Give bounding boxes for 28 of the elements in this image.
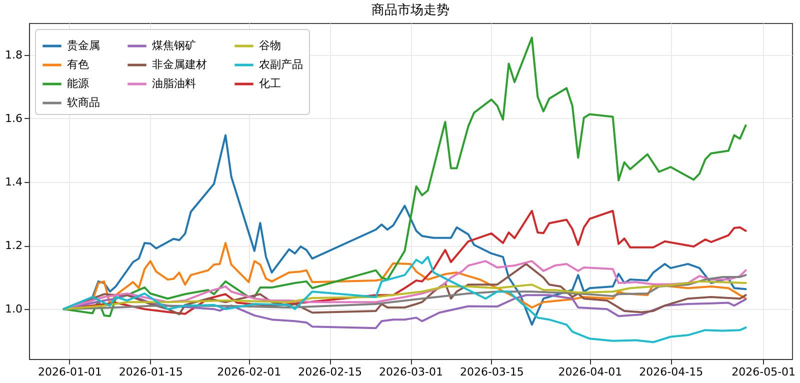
legend-label: 农副产品 (259, 58, 303, 71)
x-tick-label: 2026-01-01 (38, 366, 102, 378)
legend-label: 贵金属 (67, 39, 100, 52)
line-series (62, 256, 747, 344)
x-tick-label: 2026-02-15 (298, 366, 362, 378)
legend-label: 软商品 (67, 96, 100, 109)
y-tick-label: 1.6 (5, 112, 22, 125)
x-tick-label: 2026-05-01 (732, 366, 796, 378)
legend-label: 化工 (259, 77, 281, 90)
x-tick-label: 2026-03-15 (460, 366, 524, 378)
chart-title: 商品市场走势 (372, 3, 450, 18)
legend-label: 油脂油料 (152, 77, 196, 90)
line-series (62, 280, 747, 310)
legend-label: 非金属建材 (152, 58, 207, 71)
x-tick-label: 2026-04-01 (558, 366, 622, 378)
legend-label: 能源 (67, 77, 89, 90)
x-tick-label: 2026-01-15 (118, 366, 183, 378)
x-tick-label: 2026-02-01 (217, 366, 282, 378)
y-tick-label: 1.8 (5, 48, 22, 62)
line-series (62, 36, 747, 318)
y-tick-label: 1.2 (5, 239, 22, 252)
y-tick-label: 1.4 (5, 175, 22, 188)
x-tick-label: 2026-03-01 (379, 366, 443, 378)
legend-label: 有色 (67, 58, 89, 71)
y-tick-label: 1.0 (5, 302, 22, 316)
legend-label: 煤焦钢矿 (152, 39, 196, 52)
legend-label: 谷物 (259, 39, 281, 52)
x-tick-label: 2026-04-15 (639, 366, 704, 378)
